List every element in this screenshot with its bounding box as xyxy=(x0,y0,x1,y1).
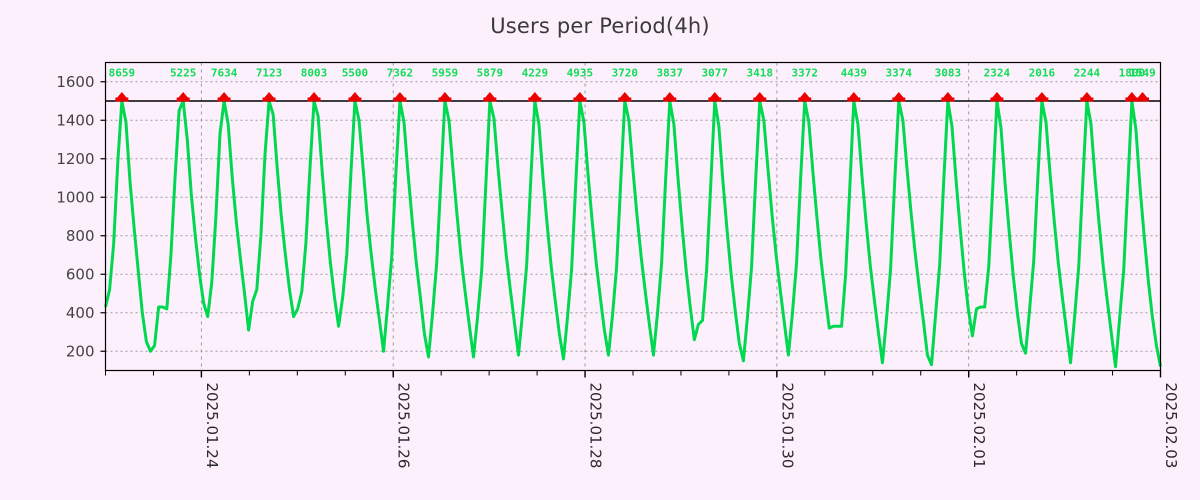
peak-marker xyxy=(990,92,1004,102)
plot-frame xyxy=(104,61,1162,372)
y-axis-labels: 200 400 600 800 1000 1200 1400 1600 xyxy=(56,73,94,361)
peak-marker xyxy=(708,92,722,102)
peak-marker xyxy=(217,92,231,102)
peak-markers xyxy=(115,92,1150,102)
y-axis-label: 800 xyxy=(66,227,95,245)
peak-marker xyxy=(1080,92,1094,102)
y-axis-label: 1200 xyxy=(56,150,94,168)
peak-marker xyxy=(1136,92,1150,102)
x-axis-label: 2025.01.24 xyxy=(203,383,221,469)
peak-marker xyxy=(307,92,321,102)
peak-value-label: 2016 xyxy=(1029,67,1056,80)
peak-value-label: 3418 xyxy=(747,67,774,80)
peak-value-label: 4439 xyxy=(841,67,868,80)
series-line xyxy=(104,99,1162,369)
peak-marker xyxy=(663,92,677,102)
x-axis-label: 2025.02.01 xyxy=(970,383,988,469)
peak-marker xyxy=(528,92,542,102)
peak-marker xyxy=(798,92,812,102)
chart-title: Users per Period(4h) xyxy=(490,14,710,38)
x-axis-labels: 2025.01.24 2025.01.26 2025.01.28 2025.01.30… xyxy=(203,383,1180,469)
plot-border xyxy=(104,61,1162,372)
peak-value-labels: 8659 5225 7634 7123 8003 5500 7362 5959 5879 4229… xyxy=(109,67,1156,80)
peak-value-label: 3837 xyxy=(657,67,684,80)
peak-value-label: 5879 xyxy=(477,67,504,80)
peak-value-label: 2324 xyxy=(984,67,1011,80)
gridlines xyxy=(105,62,1161,371)
x-axis-label: 2025.02.03 xyxy=(1162,383,1180,469)
y-axis-label: 400 xyxy=(66,304,95,322)
peak-marker xyxy=(483,92,497,102)
peak-value-label: 4935 xyxy=(567,67,594,80)
peak-value-label: 3374 xyxy=(886,67,913,80)
y-axis-label: 600 xyxy=(66,265,95,283)
peak-marker xyxy=(847,92,861,102)
peak-marker xyxy=(438,92,452,102)
x-axis-label: 2025.01.30 xyxy=(778,383,796,469)
peak-value-label: 8003 xyxy=(301,67,328,80)
y-axis-label: 1400 xyxy=(56,111,94,129)
peak-marker xyxy=(892,92,906,102)
peak-marker xyxy=(573,92,587,102)
peak-marker xyxy=(1035,92,1049,102)
peak-marker xyxy=(941,92,955,102)
peak-value-label: 7123 xyxy=(256,67,283,80)
peak-marker xyxy=(115,92,129,102)
x-axis-label: 2025.01.28 xyxy=(587,383,605,469)
peak-value-label: 7362 xyxy=(387,67,414,80)
peak-value-label: 3372 xyxy=(791,67,818,80)
peak-value-label: 4229 xyxy=(522,67,549,80)
peak-marker xyxy=(753,92,767,102)
x-axis-ticks xyxy=(105,370,1162,378)
peak-value-label: 1549 xyxy=(1129,67,1156,80)
peak-marker xyxy=(1125,92,1139,102)
peak-value-label: 7634 xyxy=(211,67,238,80)
y-axis-label: 1000 xyxy=(56,188,94,206)
peak-value-label: 3077 xyxy=(702,67,729,80)
peak-value-label: 5959 xyxy=(432,67,459,80)
peak-marker xyxy=(262,92,276,102)
peak-marker xyxy=(618,92,632,102)
peak-value-label: 5225 xyxy=(170,67,197,80)
peak-value-label: 2244 xyxy=(1074,67,1101,80)
data-series xyxy=(104,99,1162,369)
y-axis-label: 1600 xyxy=(56,73,94,91)
peak-value-label: 8659 xyxy=(109,67,136,80)
peak-marker xyxy=(176,92,190,102)
peak-value-label: 3720 xyxy=(612,67,639,80)
x-axis-label: 2025.01.26 xyxy=(395,383,413,469)
peak-value-label: 1800 xyxy=(1119,67,1146,80)
peak-value-label: 3083 xyxy=(935,67,962,80)
peak-marker xyxy=(348,92,362,102)
peak-marker xyxy=(393,92,407,102)
peak-value-label: 5500 xyxy=(342,67,369,80)
y-axis-ticks xyxy=(100,81,106,352)
y-axis-label: 200 xyxy=(66,342,95,360)
